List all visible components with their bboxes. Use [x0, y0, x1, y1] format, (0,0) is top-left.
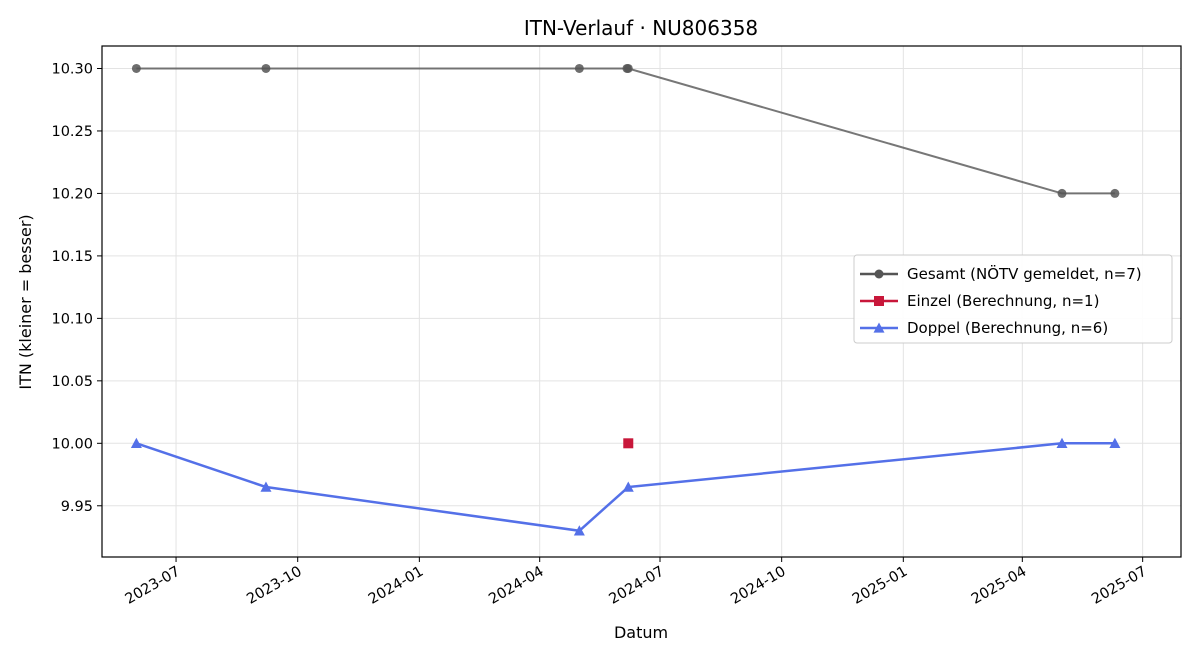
- x-tick-label: 2025-07: [1089, 564, 1149, 608]
- x-tick-label: 2024-10: [728, 564, 788, 608]
- chart-title: ITN-Verlauf · NU806358: [524, 16, 758, 40]
- y-tick-label: 10.20: [51, 186, 93, 202]
- data-point: [131, 63, 141, 73]
- y-tick-label: 9.95: [61, 499, 93, 515]
- y-tick-label: 10.15: [51, 249, 93, 265]
- data-point: [623, 63, 633, 73]
- legend-entry: Gesamt (NÖTV gemeldet, n=7): [860, 264, 1142, 283]
- legend-entry: Einzel (Berechnung, n=1): [860, 292, 1099, 310]
- series-1: [131, 63, 1120, 198]
- x-tick-label: 2024-04: [486, 564, 546, 608]
- x-tick-label: 2024-07: [607, 564, 667, 608]
- data-point: [1109, 437, 1121, 448]
- legend-label: Gesamt (NÖTV gemeldet, n=7): [907, 264, 1142, 283]
- series-layer: [130, 63, 1121, 536]
- x-tick-label: 2025-01: [850, 564, 910, 608]
- y-tick-label: 10.05: [51, 374, 93, 390]
- x-tick-label: 2023-10: [244, 564, 304, 608]
- data-point: [573, 525, 585, 536]
- series-line: [135, 442, 1115, 533]
- legend-label: Doppel (Berechnung, n=6): [907, 319, 1108, 337]
- series-2: [623, 438, 634, 449]
- x-tick-label: 2023-07: [123, 564, 183, 608]
- legend-entry: Doppel (Berechnung, n=6): [860, 319, 1108, 337]
- data-point: [261, 63, 271, 73]
- y-tick-label: 10.30: [51, 61, 93, 77]
- data-point: [574, 63, 584, 73]
- legend-box: [853, 254, 1173, 344]
- x-tick-label: 2025-04: [969, 564, 1029, 608]
- data-point: [1057, 188, 1067, 198]
- x-axis-ticks: 2023-07 2023-10 2024-01 2024-04 2024-07 2024-…: [123, 557, 1150, 608]
- legend: Gesamt (NÖTV gemeldet, n=7) Einzel (Berec…: [853, 254, 1173, 344]
- plot-frame: [101, 45, 1182, 558]
- x-axis-label: Datum: [614, 623, 668, 642]
- data-point: [260, 481, 272, 492]
- data-point: [130, 437, 142, 448]
- data-point: [1110, 188, 1120, 198]
- legend-label: Einzel (Berechnung, n=1): [907, 292, 1099, 310]
- y-tick-label: 10.00: [51, 436, 93, 452]
- series-3: [130, 437, 1121, 536]
- y-tick-label: 10.25: [51, 124, 93, 140]
- y-tick-label: 10.10: [51, 311, 93, 327]
- x-tick-label: 2024-01: [366, 564, 426, 608]
- data-point: [1056, 437, 1068, 448]
- legend-marker: [874, 269, 884, 279]
- y-axis-ticks: 9.95 10.00 10.05 10.10 10.15 10.20 10.25 10.30: [51, 61, 102, 515]
- legend-marker: [874, 296, 884, 306]
- legend-marker: [873, 322, 885, 333]
- data-point: [623, 438, 634, 449]
- y-axis-label: ITN (kleiner = besser): [16, 214, 35, 389]
- data-point: [622, 481, 634, 492]
